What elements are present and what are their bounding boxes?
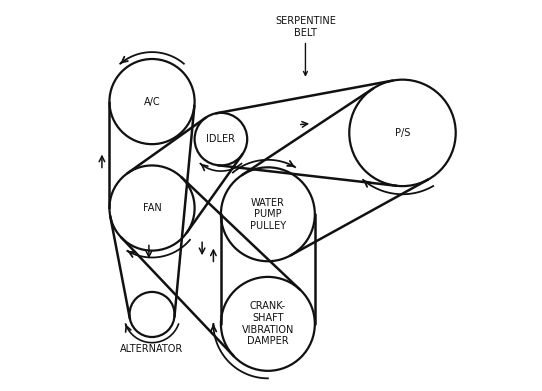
Text: P/S: P/S bbox=[395, 128, 410, 138]
Text: FAN: FAN bbox=[143, 203, 162, 213]
Text: WATER
PUMP
PULLEY: WATER PUMP PULLEY bbox=[250, 198, 286, 231]
Text: ALTERNATOR: ALTERNATOR bbox=[120, 344, 184, 354]
Text: IDLER: IDLER bbox=[207, 134, 235, 144]
Text: A/C: A/C bbox=[144, 97, 160, 107]
Text: CRANK-
SHAFT
VIBRATION
DAMPER: CRANK- SHAFT VIBRATION DAMPER bbox=[242, 301, 294, 346]
Text: SERPENTINE
BELT: SERPENTINE BELT bbox=[275, 16, 336, 75]
